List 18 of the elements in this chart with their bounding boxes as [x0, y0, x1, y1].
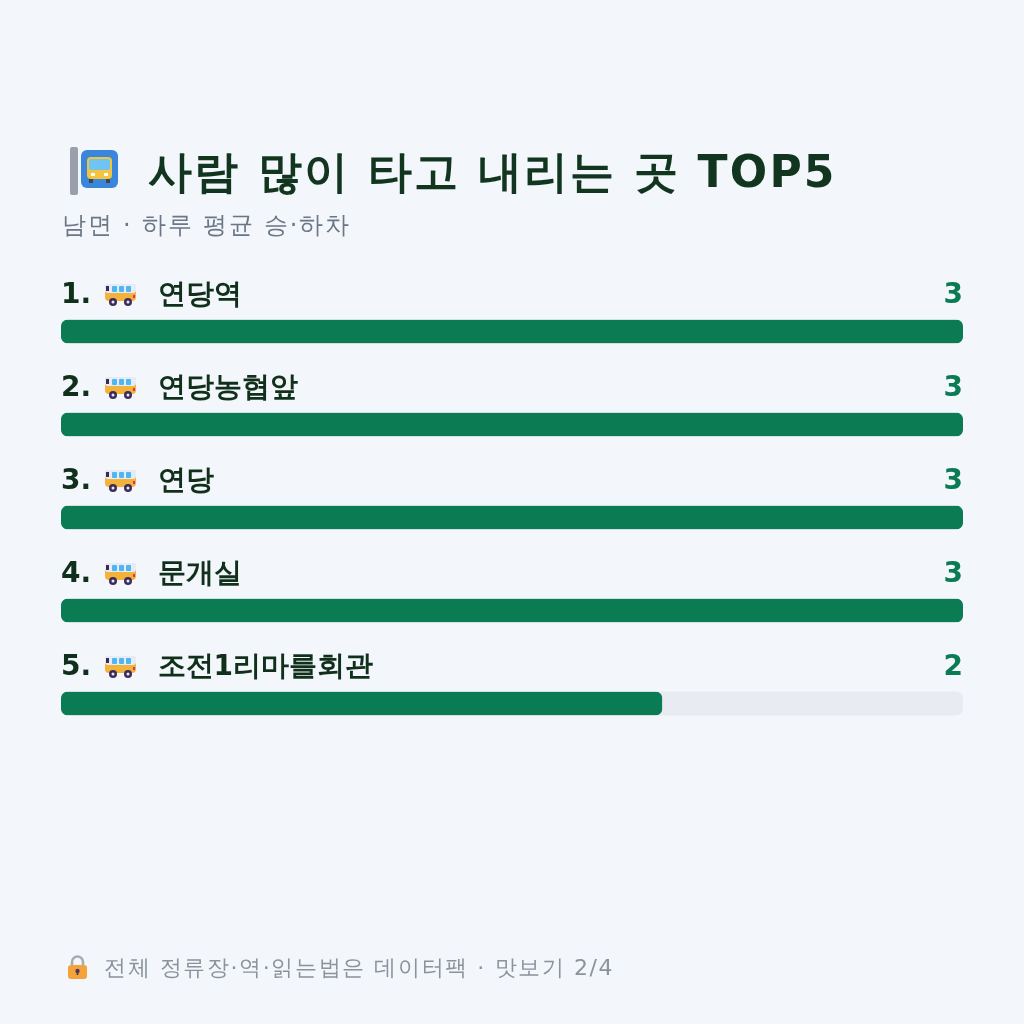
y-tick-label: 연당	[157, 463, 214, 496]
y-tick-label: 조전1리마를회관	[157, 649, 373, 682]
annotation: 3.	[61, 463, 92, 496]
data-label: 3	[943, 277, 963, 310]
y-tick-label: 연당농협앞	[157, 370, 298, 403]
data-label: 3	[943, 556, 963, 589]
data-label: 3	[943, 463, 963, 496]
chart-subtitle: 남면 · 하루 평균 승·하차	[62, 211, 351, 239]
annotation: 5.	[61, 649, 92, 682]
annotation: 1.	[61, 277, 92, 310]
y-tick-label: 연당역	[157, 277, 242, 310]
annotation: 4.	[61, 556, 92, 589]
text: 전체 정류장·역·읽는법은 데이터팩 · 맛보기 2/4	[104, 955, 615, 980]
data-label: 3	[943, 370, 963, 403]
annotation: 2.	[61, 370, 92, 403]
data-label: 2	[943, 649, 963, 682]
chart-title: 사람 많이 타고 내리는 곳 TOP5	[148, 146, 837, 198]
y-tick-label: 문개실	[157, 556, 242, 589]
